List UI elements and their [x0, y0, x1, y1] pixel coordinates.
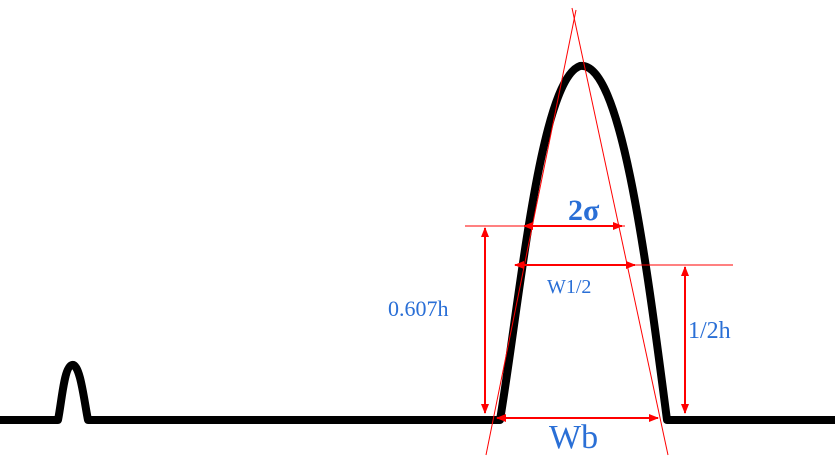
- left-tangent-line: [485, 9, 577, 456]
- chromatogram-trace: [0, 61, 835, 424]
- base-width-label: Wb: [549, 419, 598, 456]
- height-0607-label: 0.607h: [388, 296, 449, 321]
- right-tangent-line: [571, 7, 669, 456]
- half-height-label: 1/2h: [688, 318, 731, 344]
- two-sigma-label: 2σ: [568, 194, 600, 227]
- half-width-label: W1/2: [547, 276, 591, 298]
